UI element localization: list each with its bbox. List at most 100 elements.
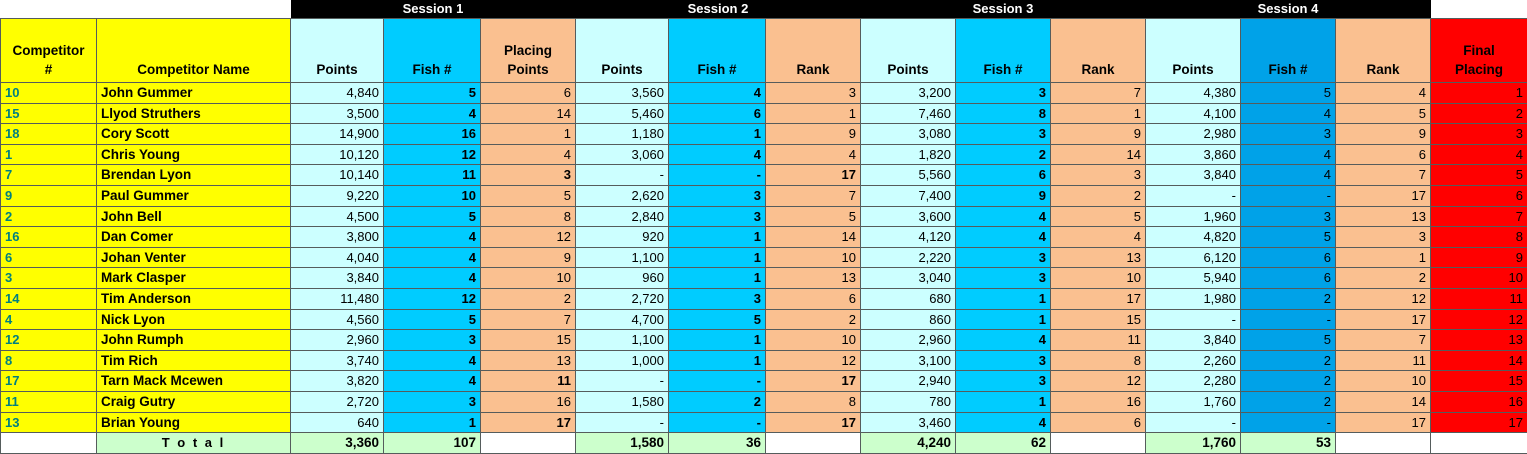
s4-points: 1,980 bbox=[1146, 288, 1241, 309]
s3-fish: 9 bbox=[956, 185, 1051, 206]
total-s2-points: 1,580 bbox=[576, 433, 669, 454]
s1-points: 2,960 bbox=[291, 330, 384, 351]
s4-points: 1,760 bbox=[1146, 391, 1241, 412]
s4-points: 4,100 bbox=[1146, 103, 1241, 124]
s4-fish: 2 bbox=[1241, 350, 1336, 371]
s2-rank: 10 bbox=[766, 330, 861, 351]
s4-rank: 17 bbox=[1336, 185, 1431, 206]
header-final-placing-line2: Placing bbox=[1435, 60, 1523, 80]
s1-placing-points: 10 bbox=[481, 268, 576, 289]
s2-points: 4,700 bbox=[576, 309, 669, 330]
s2-fish: 1 bbox=[669, 350, 766, 371]
s4-fish: - bbox=[1241, 185, 1336, 206]
s3-points: 7,400 bbox=[861, 185, 956, 206]
total-blank bbox=[1, 433, 97, 454]
s1-placing-points: 8 bbox=[481, 206, 576, 227]
final-placing: 9 bbox=[1431, 247, 1527, 268]
final-placing: 11 bbox=[1431, 288, 1527, 309]
s4-points: 2,260 bbox=[1146, 350, 1241, 371]
band-spacer bbox=[1, 0, 291, 19]
s3-fish: 3 bbox=[956, 350, 1051, 371]
s4-rank: 13 bbox=[1336, 206, 1431, 227]
s1-fish: 4 bbox=[384, 268, 481, 289]
s3-rank: 16 bbox=[1051, 391, 1146, 412]
s3-points: 3,600 bbox=[861, 206, 956, 227]
final-placing: 17 bbox=[1431, 412, 1527, 433]
s3-points: 3,460 bbox=[861, 412, 956, 433]
s4-fish: 2 bbox=[1241, 371, 1336, 392]
s2-fish: 4 bbox=[669, 83, 766, 104]
competitor-name: Tim Rich bbox=[97, 350, 291, 371]
results-spreadsheet: Session 1 Session 2 Session 3 Session 4 … bbox=[0, 0, 1527, 415]
s1-fish: 11 bbox=[384, 165, 481, 186]
s4-rank: 10 bbox=[1336, 371, 1431, 392]
s1-placing-points: 1 bbox=[481, 124, 576, 145]
total-s4-points: 1,760 bbox=[1146, 433, 1241, 454]
s4-rank: 14 bbox=[1336, 391, 1431, 412]
s4-fish: 4 bbox=[1241, 103, 1336, 124]
s1-fish: 4 bbox=[384, 247, 481, 268]
s2-fish: 1 bbox=[669, 247, 766, 268]
s3-rank: 9 bbox=[1051, 124, 1146, 145]
s4-points: - bbox=[1146, 309, 1241, 330]
s2-rank: 9 bbox=[766, 124, 861, 145]
competitor-number: 16 bbox=[1, 227, 97, 248]
s4-points: 2,980 bbox=[1146, 124, 1241, 145]
s3-points: 3,040 bbox=[861, 268, 956, 289]
competitor-name: Brian Young bbox=[97, 412, 291, 433]
s1-placing-points: 4 bbox=[481, 144, 576, 165]
s3-rank: 4 bbox=[1051, 227, 1146, 248]
s2-rank: 12 bbox=[766, 350, 861, 371]
s2-points: 960 bbox=[576, 268, 669, 289]
competitor-number: 7 bbox=[1, 165, 97, 186]
total-gap-3 bbox=[1051, 433, 1146, 454]
competitor-name: Nick Lyon bbox=[97, 309, 291, 330]
competitor-number: 4 bbox=[1, 309, 97, 330]
s4-points: 4,820 bbox=[1146, 227, 1241, 248]
s1-fish: 12 bbox=[384, 144, 481, 165]
final-placing: 13 bbox=[1431, 330, 1527, 351]
s2-points: 1,100 bbox=[576, 330, 669, 351]
final-placing: 4 bbox=[1431, 144, 1527, 165]
s3-rank: 11 bbox=[1051, 330, 1146, 351]
s3-points: 680 bbox=[861, 288, 956, 309]
s1-points: 4,560 bbox=[291, 309, 384, 330]
s2-rank: 17 bbox=[766, 371, 861, 392]
s2-points: - bbox=[576, 412, 669, 433]
s2-rank: 10 bbox=[766, 247, 861, 268]
competitor-name: John Rumph bbox=[97, 330, 291, 351]
header-s4-rank: Rank bbox=[1336, 19, 1431, 83]
competitor-name: Mark Clasper bbox=[97, 268, 291, 289]
s3-fish: 1 bbox=[956, 309, 1051, 330]
s2-rank: 5 bbox=[766, 206, 861, 227]
s2-points: 5,460 bbox=[576, 103, 669, 124]
s1-fish: 5 bbox=[384, 83, 481, 104]
s2-fish: 3 bbox=[669, 185, 766, 206]
competitor-number: 13 bbox=[1, 412, 97, 433]
s2-rank: 6 bbox=[766, 288, 861, 309]
s1-points: 10,120 bbox=[291, 144, 384, 165]
s2-rank: 1 bbox=[766, 103, 861, 124]
s1-points: 11,480 bbox=[291, 288, 384, 309]
s3-points: 2,960 bbox=[861, 330, 956, 351]
competitor-name: Tim Anderson bbox=[97, 288, 291, 309]
header-s3-fish: Fish # bbox=[956, 19, 1051, 83]
competitor-name: Chris Young bbox=[97, 144, 291, 165]
s1-fish: 4 bbox=[384, 350, 481, 371]
s4-fish: 4 bbox=[1241, 165, 1336, 186]
s2-points: 3,060 bbox=[576, 144, 669, 165]
s1-placing-points: 7 bbox=[481, 309, 576, 330]
header-s4-points: Points bbox=[1146, 19, 1241, 83]
s3-rank: 3 bbox=[1051, 165, 1146, 186]
s3-points: 5,560 bbox=[861, 165, 956, 186]
session-band-row: Session 1 Session 2 Session 3 Session 4 bbox=[1, 0, 1527, 19]
competitor-number: 14 bbox=[1, 288, 97, 309]
s4-points: 3,860 bbox=[1146, 144, 1241, 165]
s2-points: 2,840 bbox=[576, 206, 669, 227]
final-placing: 6 bbox=[1431, 185, 1527, 206]
